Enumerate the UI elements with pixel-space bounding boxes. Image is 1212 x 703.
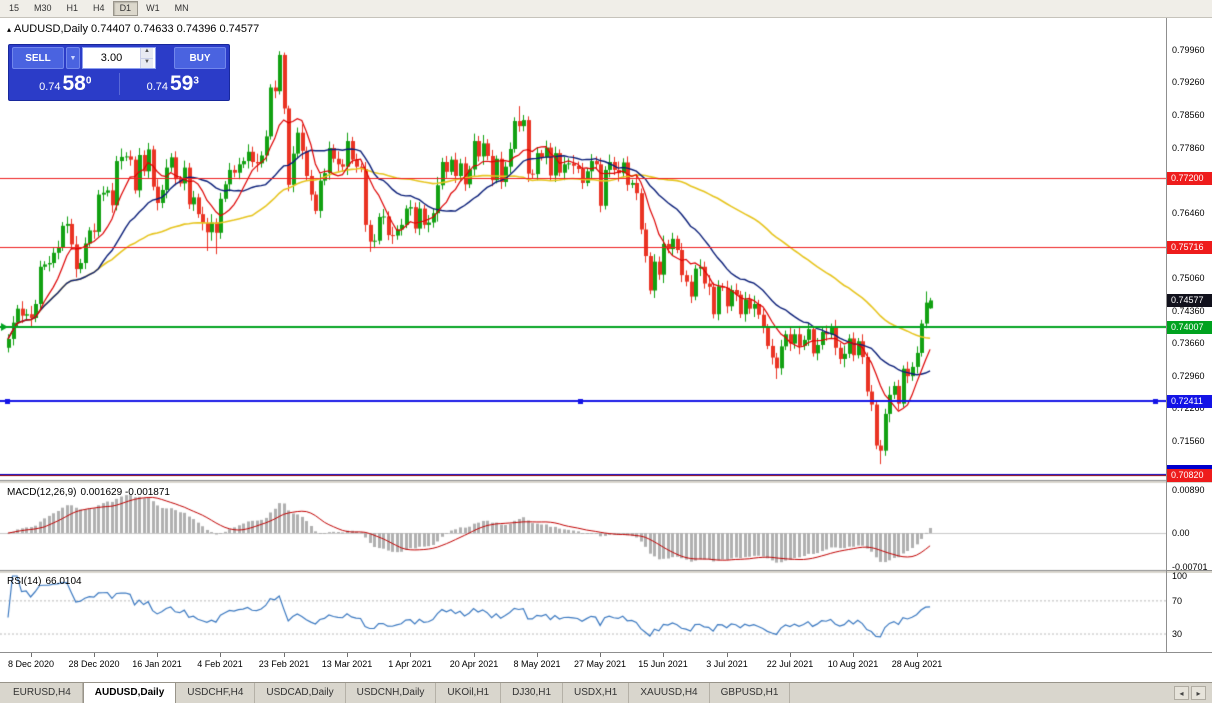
time-axis-tick <box>284 653 285 657</box>
chart-tabs-bar: EURUSD,H4 AUDUSD,Daily USDCHF,H4 USDCAD,Dai… <box>0 682 1212 703</box>
price-line-badge[interactable]: 0.72411 <box>1167 395 1212 409</box>
time-axis-tick <box>790 653 791 657</box>
sell-button[interactable]: SELL <box>12 47 64 69</box>
time-axis-tick <box>474 653 475 657</box>
price-scale-label: 0.79960 <box>1172 44 1205 55</box>
chart-tab-usdchf[interactable]: USDCHF,H4 <box>176 683 256 703</box>
time-axis-label: 4 Feb 2021 <box>197 659 243 669</box>
current-price-badge[interactable]: 0.74577 <box>1167 294 1212 308</box>
chart-canvas[interactable] <box>0 18 1166 652</box>
price-scale-label: 0.78560 <box>1172 109 1205 120</box>
macd-indicator-label: MACD(12,26,9) 0.001629 -0.001871 <box>7 487 170 498</box>
tabs-scroll-right-icon[interactable]: ▸ <box>1191 686 1206 700</box>
one-click-trading-panel: SELL ▼ ▲ ▼ BUY 0.74580 0.74593 <box>8 44 230 101</box>
price-scale-label: 0.76460 <box>1172 207 1205 218</box>
tabs-scroll-left-icon[interactable]: ◂ <box>1174 686 1189 700</box>
time-axis-label: 13 Mar 2021 <box>321 659 373 669</box>
timeframe-button-H1[interactable]: H1 <box>60 1 86 16</box>
chart-tab-xauusd[interactable]: XAUUSD,H4 <box>629 683 710 703</box>
buy-button[interactable]: BUY <box>174 47 226 69</box>
volume-spinner: ▲ ▼ <box>140 48 153 68</box>
time-axis-label: 23 Feb 2021 <box>258 659 310 669</box>
macd-scale-label: -0.00701 <box>1172 561 1208 572</box>
time-axis-label: 15 Jun 2021 <box>638 659 688 669</box>
bid-ask-divider <box>118 73 120 95</box>
volume-dropdown-icon[interactable]: ▼ <box>66 47 80 69</box>
chart-tab-ukoil[interactable]: UKOil,H1 <box>436 683 502 703</box>
time-axis-label: 3 Jul 2021 <box>706 659 748 669</box>
timeframe-button-H4[interactable]: H4 <box>86 1 112 16</box>
price-scale-label: 0.71560 <box>1172 435 1205 446</box>
time-axis-label: 22 Jul 2021 <box>766 659 814 669</box>
price-line-badge[interactable]: 0.74007 <box>1167 320 1212 334</box>
bid-price[interactable]: 0.74580 <box>39 72 92 95</box>
chart-tab-usdcnh[interactable]: USDCNH,Daily <box>346 683 437 703</box>
rsi-scale-label: 70 <box>1172 595 1183 606</box>
time-axis-label: 10 Aug 2021 <box>827 659 879 669</box>
price-scale[interactable]: 0.799600.792600.785600.778600.771600.764… <box>1166 18 1212 652</box>
price-scale-label: 0.74360 <box>1172 305 1205 316</box>
chart-tab-gbpusd[interactable]: GBPUSD,H1 <box>710 683 791 703</box>
volume-field: ▲ ▼ <box>82 47 156 69</box>
time-axis-label: 8 Dec 2020 <box>7 659 55 669</box>
time-axis-tick <box>94 653 95 657</box>
time-axis-label: 16 Jan 2021 <box>132 659 182 669</box>
timeframe-button-MN[interactable]: MN <box>168 1 196 16</box>
time-axis-tick <box>853 653 854 657</box>
volume-input[interactable] <box>83 48 140 68</box>
price-scale-label: 0.73660 <box>1172 338 1205 349</box>
macd-scale-label: 0.00890 <box>1172 485 1205 495</box>
time-axis-tick <box>347 653 348 657</box>
rsi-scale-label: 30 <box>1172 629 1183 640</box>
chart-title: ▴ AUDUSD,Daily 0.74407 0.74633 0.74396 0.… <box>7 23 259 35</box>
time-axis-tick <box>537 653 538 657</box>
chart-tab-usdx[interactable]: USDX,H1 <box>563 683 630 703</box>
volume-decrease-icon[interactable]: ▼ <box>141 58 153 68</box>
chart-tab-eurusd[interactable]: EURUSD,H4 <box>2 683 83 703</box>
macd-scale-label: 0.00 <box>1172 528 1190 538</box>
volume-increase-icon[interactable]: ▲ <box>141 48 153 59</box>
price-line-badge[interactable]: 0.70820 <box>1167 469 1212 483</box>
rsi-indicator-label: RSI(14) 66.0104 <box>7 576 82 587</box>
time-axis-tick <box>917 653 918 657</box>
price-line-badge[interactable]: 0.75716 <box>1167 241 1212 255</box>
time-axis-label: 20 Apr 2021 <box>449 659 499 669</box>
price-line-badge[interactable]: 0.77200 <box>1167 172 1212 186</box>
chart-tab-dj30[interactable]: DJ30,H1 <box>501 683 564 703</box>
time-axis-label: 8 May 2021 <box>513 659 561 669</box>
time-axis-tick <box>727 653 728 657</box>
price-scale-label: 0.77860 <box>1172 142 1205 153</box>
rsi-scale-label: 100 <box>1172 571 1188 581</box>
time-axis-tick <box>31 653 32 657</box>
price-scale-label: 0.79260 <box>1172 77 1205 88</box>
chart-tab-usdcad[interactable]: USDCAD,Daily <box>255 683 346 703</box>
time-axis-label: 27 May 2021 <box>573 659 627 669</box>
time-axis-label: 28 Aug 2021 <box>891 659 943 669</box>
time-axis-label: 1 Apr 2021 <box>388 659 432 669</box>
time-axis-tick <box>600 653 601 657</box>
pane-separator <box>1167 570 1212 574</box>
time-axis-tick <box>157 653 158 657</box>
time-axis-tick <box>410 653 411 657</box>
time-axis-tick <box>663 653 664 657</box>
price-scale-label: 0.72260 <box>1172 403 1205 414</box>
price-scale-label: 0.75060 <box>1172 272 1205 283</box>
chart-title-text: AUDUSD,Daily 0.74407 0.74633 0.74396 0.7… <box>14 23 260 35</box>
chart-collapse-icon[interactable]: ▴ <box>7 25 12 34</box>
ask-price[interactable]: 0.74593 <box>146 72 199 95</box>
time-axis-label: 28 Dec 2020 <box>68 659 120 669</box>
price-scale-label: 0.72960 <box>1172 370 1205 381</box>
timeframe-button-W1[interactable]: W1 <box>139 1 167 16</box>
timeframe-toolbar: 15 M30 H1 H4 D1 W1 MN <box>0 0 1212 18</box>
time-axis-tick <box>220 653 221 657</box>
timeframe-button-15[interactable]: 15 <box>2 1 26 16</box>
time-axis[interactable]: 8 Dec 2020 28 Dec 2020 16 Jan 2021 4 Feb 20… <box>0 652 1212 682</box>
timeframe-button-D1[interactable]: D1 <box>112 1 139 16</box>
chart-tab-audusd[interactable]: AUDUSD,Daily <box>82 683 177 703</box>
timeframe-button-M30[interactable]: M30 <box>27 1 59 16</box>
